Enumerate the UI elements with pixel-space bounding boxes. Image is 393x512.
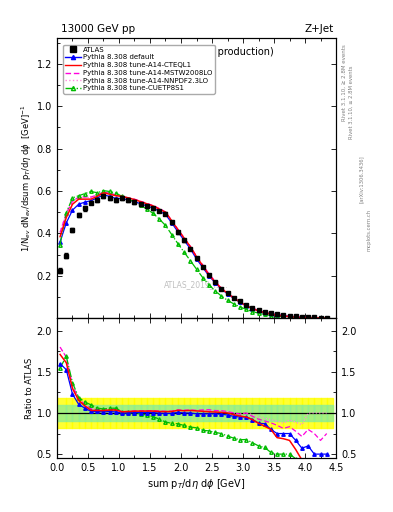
Text: 13000 GeV pp: 13000 GeV pp — [61, 24, 135, 34]
Text: Rivet 3.1.10, ≥ 2.8M events: Rivet 3.1.10, ≥ 2.8M events — [342, 44, 347, 121]
Text: Rivet 3.1.10, ≥ 2.8M events: Rivet 3.1.10, ≥ 2.8M events — [349, 66, 354, 139]
Y-axis label: Ratio to ATLAS: Ratio to ATLAS — [25, 358, 34, 419]
Text: mcplots.cern.ch: mcplots.cern.ch — [367, 209, 372, 251]
Legend: ATLAS, Pythia 8.308 default, Pythia 8.308 tune-A14-CTEQL1, Pythia 8.308 tune-A14: ATLAS, Pythia 8.308 default, Pythia 8.30… — [63, 45, 215, 94]
Text: ATLAS_2019_I1...: ATLAS_2019_I1... — [164, 280, 229, 289]
Text: [arXiv:1306.3436]: [arXiv:1306.3436] — [359, 155, 364, 203]
Text: Z+Jet: Z+Jet — [305, 24, 334, 34]
Y-axis label: 1/N$_{ev}$ dN$_{ev}$/dsum p$_T$/d$\eta$ d$\phi$  [GeV]$^{-1}$: 1/N$_{ev}$ dN$_{ev}$/dsum p$_T$/d$\eta$ … — [20, 104, 34, 252]
X-axis label: sum p$_T$/d$\eta$ d$\phi$ [GeV]: sum p$_T$/d$\eta$ d$\phi$ [GeV] — [147, 477, 246, 492]
Text: Nch (ATLAS UE in Z production): Nch (ATLAS UE in Z production) — [119, 47, 274, 57]
